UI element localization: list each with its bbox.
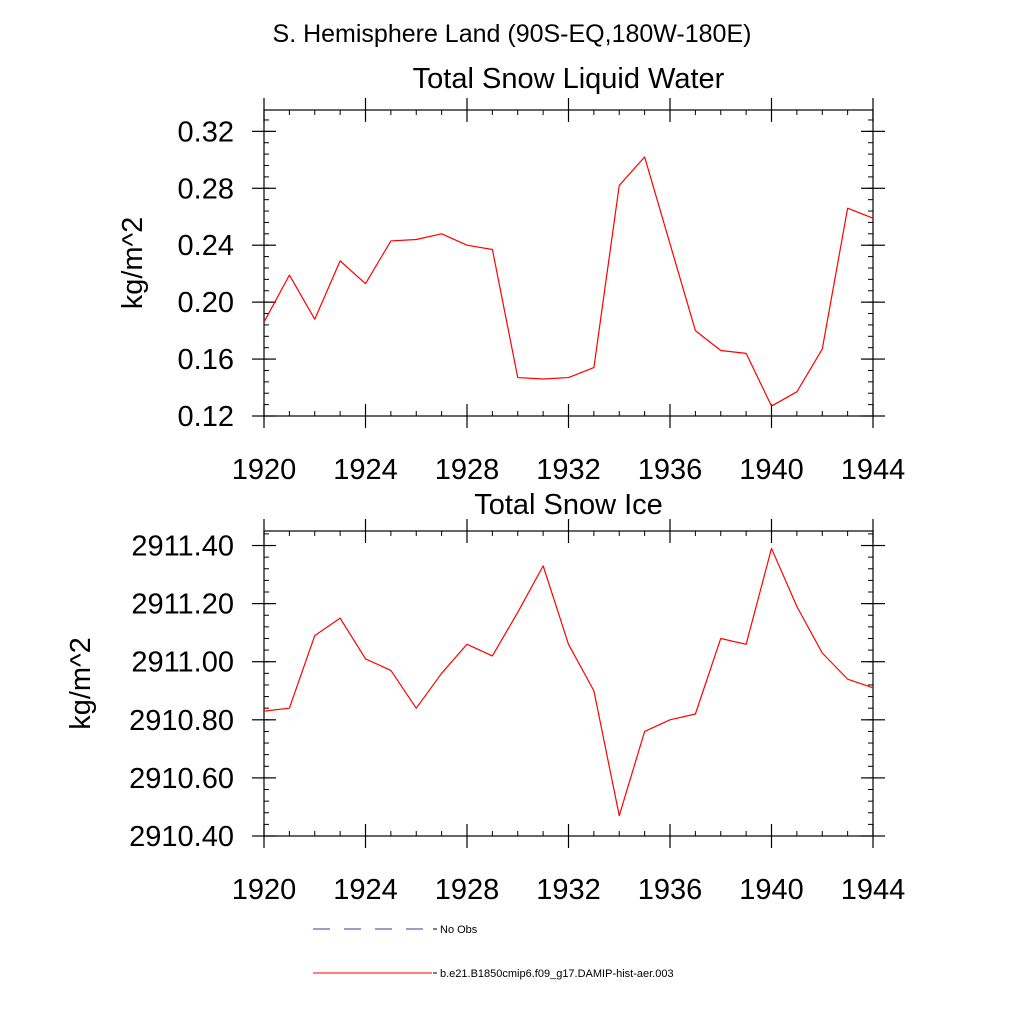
- suptitle: S. Hemisphere Land (90S-EQ,180W-180E): [273, 20, 752, 48]
- y-tick-label: 2910.40: [129, 821, 234, 853]
- y-axis-label: kg/m^2: [117, 217, 149, 310]
- legend: No Obs b.e21.B1850cmip6.f09_g17.DAMIP-his…: [313, 924, 674, 980]
- data-point: [263, 710, 265, 712]
- x-tick-label: 1940: [739, 874, 804, 906]
- data-point: [694, 329, 696, 331]
- data-point: [314, 634, 316, 636]
- data-point: [364, 658, 366, 660]
- data-point: [542, 378, 544, 380]
- y-tick-label: 2911.20: [131, 589, 234, 621]
- panel-total-snow-ice: Total Snow Ice 1920 1924 1928 1932 1936 1940 19…: [65, 489, 905, 906]
- data-point: [567, 643, 569, 645]
- x-tick-label: 1944: [841, 454, 906, 486]
- data-point: [491, 248, 493, 250]
- data-point: [745, 643, 747, 645]
- y-tick-label: 2910.60: [129, 763, 234, 795]
- data-point: [618, 814, 620, 816]
- data-point: [466, 244, 468, 246]
- x-tick-label: 1928: [435, 454, 500, 486]
- data-point: [643, 156, 645, 158]
- x-tick-label: 1932: [536, 454, 601, 486]
- x-tick-label: 1936: [638, 874, 703, 906]
- x-tick-label: 1920: [232, 454, 297, 486]
- y-tick-label: 0.12: [178, 401, 234, 433]
- panel-total-snow-liquid-water: Total Snow Liquid Water 1920 1924 1928 1932 1…: [117, 63, 905, 486]
- data-point: [517, 611, 519, 613]
- series-line: [263, 156, 874, 407]
- plot-frame: [263, 109, 874, 417]
- data-point: [466, 643, 468, 645]
- data-point: [263, 321, 265, 323]
- x-tick-label: 1928: [435, 874, 500, 906]
- legend-label: No Obs: [440, 924, 478, 936]
- data-point: [796, 391, 798, 393]
- x-tick-label: 1936: [638, 454, 703, 486]
- x-tick-label: 1940: [739, 454, 804, 486]
- chart-title: Total Snow Liquid Water: [413, 63, 725, 95]
- data-point: [567, 376, 569, 378]
- y-tick-label: 0.24: [178, 230, 234, 262]
- data-point: [491, 655, 493, 657]
- data-point: [821, 652, 823, 654]
- data-point: [720, 637, 722, 639]
- y-tick-label: 0.16: [178, 344, 234, 376]
- data-point: [846, 678, 848, 680]
- legend-label: b.e21.B1850cmip6.f09_g17.DAMIP-hist-aer.…: [440, 968, 674, 980]
- data-point: [618, 184, 620, 186]
- data-point: [872, 217, 874, 219]
- data-point: [593, 366, 595, 368]
- data-point: [669, 243, 671, 245]
- x-tick-label: 1944: [841, 874, 906, 906]
- y-tick-label: 2911.00: [131, 647, 234, 679]
- data-point: [770, 405, 772, 407]
- data-point: [415, 238, 417, 240]
- data-point: [720, 349, 722, 351]
- data-point: [288, 274, 290, 276]
- y-tick-label: 0.32: [178, 116, 234, 148]
- data-point: [339, 260, 341, 262]
- data-point: [542, 565, 544, 567]
- y-tick-label: 2911.40: [131, 531, 234, 563]
- data-point: [364, 282, 366, 284]
- data-point: [643, 730, 645, 732]
- data-point: [694, 713, 696, 715]
- y-axis-label: kg/m^2: [65, 637, 97, 730]
- plot-frame: [263, 530, 874, 837]
- data-point: [339, 617, 341, 619]
- x-tick-label: 1920: [232, 874, 297, 906]
- data-point: [314, 318, 316, 320]
- data-point: [390, 240, 392, 242]
- y-tick-label: 0.20: [178, 287, 234, 319]
- data-point: [390, 669, 392, 671]
- data-point: [593, 690, 595, 692]
- x-tick-label: 1924: [333, 454, 398, 486]
- data-point: [770, 547, 772, 549]
- y-tick-label: 2910.80: [129, 705, 234, 737]
- data-point: [846, 207, 848, 209]
- data-point: [440, 672, 442, 674]
- x-tick-label: 1932: [536, 874, 601, 906]
- data-point: [669, 719, 671, 721]
- data-point: [288, 707, 290, 709]
- x-tick-label: 1924: [333, 874, 398, 906]
- data-point: [872, 687, 874, 689]
- data-point: [745, 352, 747, 354]
- series-line: [263, 547, 874, 817]
- data-point: [440, 233, 442, 235]
- data-point: [821, 348, 823, 350]
- y-tick-label: 0.28: [178, 173, 234, 205]
- data-point: [796, 605, 798, 607]
- data-point: [415, 707, 417, 709]
- chart-title: Total Snow Ice: [474, 489, 663, 521]
- data-point: [517, 376, 519, 378]
